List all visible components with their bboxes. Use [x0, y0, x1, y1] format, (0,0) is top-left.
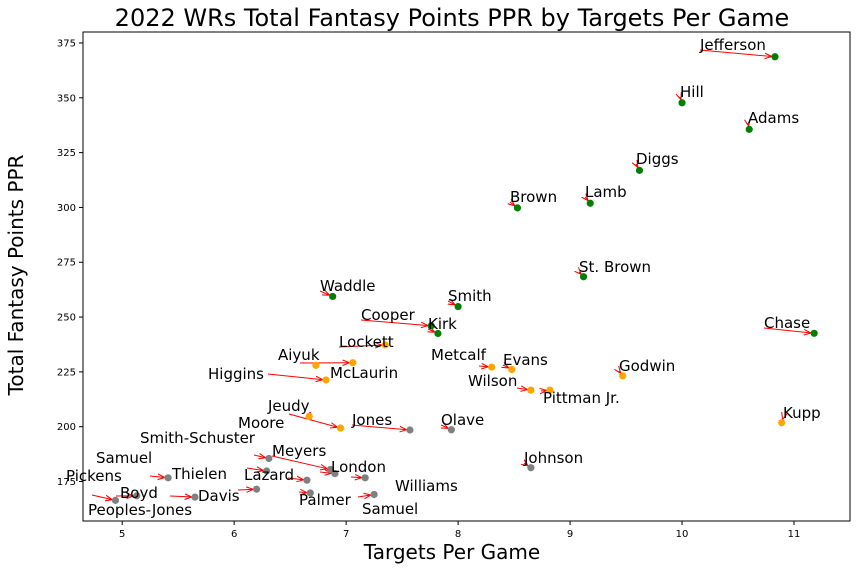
point-label: Brown: [510, 188, 557, 206]
point-label: Wilson: [468, 372, 517, 390]
y-tick-label: 375: [57, 38, 76, 49]
point-label: Samuel: [96, 449, 152, 467]
point-label: Samuel: [362, 500, 418, 518]
point-label: McLaurin: [330, 364, 398, 382]
point-label: Boyd: [120, 484, 158, 502]
annotation-arrow: [358, 495, 370, 497]
point-label: Meyers: [272, 442, 326, 460]
point-label: Chase: [764, 314, 810, 332]
point-label: Lamb: [585, 183, 627, 201]
point-label: Pittman Jr.: [543, 389, 620, 407]
y-axis-label: Total Fantasy Points PPR: [4, 154, 28, 396]
annotation-arrow: [268, 374, 322, 380]
point-label: Aiyuk: [278, 346, 320, 364]
point-label: Kupp: [783, 404, 821, 422]
data-point: [253, 486, 260, 493]
point-label: Lazard: [244, 466, 294, 484]
point-label: Adams: [748, 109, 799, 127]
annotation-arrow: [92, 495, 112, 499]
point-label: Hill: [680, 83, 704, 101]
point-label: Pickens: [66, 467, 122, 485]
point-label: Davis: [198, 487, 240, 505]
x-tick-label: 5: [119, 529, 125, 540]
annotation-arrow: [150, 476, 164, 477]
x-tick-label: 8: [455, 529, 461, 540]
point-label: Lockett: [339, 333, 394, 351]
x-tick-label: 9: [567, 529, 573, 540]
y-tick-label: 350: [57, 93, 76, 104]
point-label: Kirk: [428, 315, 457, 333]
data-point: [406, 426, 413, 433]
annotation-arrow: [517, 388, 527, 389]
data-point: [303, 477, 310, 484]
point-label: Godwin: [619, 357, 675, 375]
point-label: Jeudy: [267, 397, 310, 415]
y-tick-label: 225: [57, 367, 76, 378]
chart-title: 2022 WRs Total Fantasy Points PPR by Tar…: [115, 4, 790, 32]
point-label: Johnson: [523, 449, 583, 467]
point-label: Higgins: [208, 365, 264, 383]
annotation-arrow: [254, 455, 265, 458]
plot-frame: [83, 32, 850, 521]
x-tick-label: 6: [231, 529, 237, 540]
x-axis-label: Targets Per Game: [363, 540, 540, 564]
y-tick-label: 300: [57, 203, 76, 214]
annotation-arrow: [351, 477, 361, 478]
y-tick-label: 250: [57, 313, 76, 324]
x-tick-label: 10: [676, 529, 689, 540]
data-point: [371, 491, 378, 498]
point-label: St. Brown: [579, 258, 651, 276]
data-point: [337, 424, 344, 431]
point-label: Cooper: [361, 306, 416, 324]
data-point: [164, 474, 171, 481]
data-point: [322, 376, 329, 383]
data-point: [811, 330, 818, 337]
point-label: Thielen: [171, 465, 227, 483]
data-point: [771, 53, 778, 60]
data-point: [488, 363, 495, 370]
annotation-arrow: [479, 366, 488, 367]
x-tick-label: 11: [788, 529, 801, 540]
point-label: Jones: [351, 411, 392, 429]
point-label: Olave: [441, 411, 484, 429]
point-label: Metcalf: [431, 346, 487, 364]
y-tick-label: 200: [57, 422, 76, 433]
point-label: Williams: [395, 477, 458, 495]
y-tick-label: 275: [57, 258, 76, 269]
point-label: Diggs: [636, 150, 679, 168]
point-label: Waddle: [320, 277, 376, 295]
point-label: London: [331, 458, 386, 476]
point-labels: Jefferson Hill Adams Diggs Brown Lamb St. Brow…: [66, 36, 821, 519]
point-label: Smith-Schuster: [140, 429, 256, 447]
data-point: [527, 386, 534, 393]
annotation-arrow: [289, 414, 337, 427]
y-tick-label: 325: [57, 148, 76, 159]
point-label: Jefferson: [699, 36, 766, 54]
point-label: Smith: [448, 287, 492, 305]
x-tick-label: 7: [343, 529, 349, 540]
annotation-arrow: [170, 496, 191, 497]
point-label: Palmer: [299, 491, 352, 509]
point-label: Evans: [503, 351, 548, 369]
point-label: Peoples-Jones: [88, 501, 192, 519]
annotation-arrow: [238, 489, 253, 490]
